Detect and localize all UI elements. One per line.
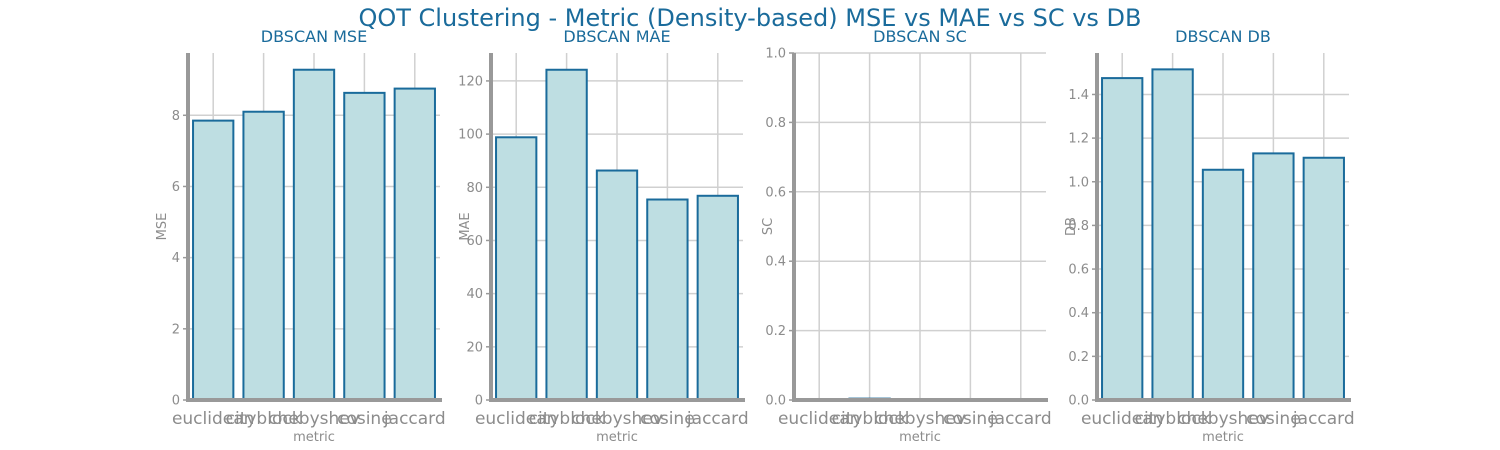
chart-title: DBSCAN MAE [563,27,670,46]
x-tick-label: cosine [943,409,998,429]
x-tick-label: cosine [640,409,695,429]
y-axis-label: SC [761,218,776,235]
figure-title: QOT Clustering - Metric (Density-based) … [358,4,1142,32]
x-tick-label: euclidean [1081,409,1163,429]
x-tick-label: cityblock [1135,409,1211,429]
y-tick-label: 8 [172,109,180,124]
chart-panel-4: 0.0 0.2 0.4 0.6 0.8 1.0 1.2 1.4 euclideancityblo… [1064,27,1355,445]
chart-title: DBSCAN SC [873,27,967,46]
x-axis-label: metric [596,430,638,445]
bar-jaccard [393,87,436,401]
y-tick-label: 1.4 [1068,88,1089,103]
y-tick-label: 6 [172,180,180,195]
y-tick-label: 80 [466,181,483,196]
y-tick-label: 0.4 [765,255,786,270]
bar-chebyshev [292,68,336,402]
x-tick-label: chebyshev [874,409,966,429]
bar-jaccard [696,194,739,401]
x-axis-label: metric [899,430,941,445]
x-tick-label: cityblock [529,409,605,429]
y-tick-label: 1.0 [1068,175,1089,190]
bar-euclidean [192,119,235,401]
y-tick-label: 40 [466,287,483,302]
y-tick-label: 0.0 [765,394,786,409]
y-tick-label: 0.0 [1068,394,1089,409]
x-tick-label: euclidean [172,409,254,429]
x-axis-label: metric [1202,430,1244,445]
y-tick-label: 0.4 [1068,306,1089,321]
bar-chebyshev [595,169,639,401]
y-axis-label: MAE [458,212,473,240]
x-tick-label: chebyshev [571,409,663,429]
x-tick-label: jaccard [383,409,446,429]
chart-title: DBSCAN DB [1175,27,1271,46]
y-tick-label: 0.8 [765,116,786,131]
x-tick-label: cityblock [832,409,908,429]
y-tick-label: 0 [475,394,483,409]
y-axis-label: DB [1064,217,1079,236]
chart-panel-2: 0 20 40 60 80 100 120 euclideancityblockchebysh… [458,27,749,445]
chart-panel-1: 0 2 4 6 8 euclideancityblockchebyshevcosineja… [155,27,446,445]
x-tick-label: jaccard [989,409,1052,429]
x-tick-label: cosine [337,409,392,429]
x-tick-label: euclidean [778,409,860,429]
x-tick-label: jaccard [686,409,749,429]
x-tick-label: cityblock [226,409,302,429]
bar-chebyshev [1201,168,1245,401]
bar-cityblock [242,110,285,401]
y-tick-label: 1.0 [765,47,786,62]
y-tick-label: 20 [466,340,483,355]
y-tick-label: 60 [466,234,483,249]
x-tick-label: euclidean [475,409,557,429]
y-tick-label: 100 [458,128,483,143]
bar-cosine [1252,152,1295,401]
y-axis-label: MSE [155,213,170,241]
x-tick-label: cosine [1246,409,1301,429]
bar-cosine [343,91,386,402]
y-tick-label: 1.2 [1068,132,1089,147]
y-tick-label: 0.6 [1068,263,1089,278]
bar-cityblock [545,68,588,402]
y-tick-label: 0 [172,394,180,409]
x-axis-label: metric [293,430,335,445]
y-tick-label: 0.6 [765,185,786,200]
y-tick-label: 0.2 [1068,350,1089,365]
bar-euclidean [495,136,538,401]
bar-cosine [646,198,689,401]
x-tick-label: jaccard [1292,409,1355,429]
bar-jaccard [1302,156,1345,401]
x-tick-label: chebyshev [1177,409,1269,429]
bar-euclidean [1101,77,1144,402]
bar-cityblock [1151,68,1194,402]
chart-title: DBSCAN MSE [261,27,367,46]
y-tick-label: 0.2 [765,324,786,339]
x-tick-label: chebyshev [268,409,360,429]
y-tick-label: 0.8 [1068,219,1089,234]
y-tick-label: 4 [172,251,180,266]
chart-panel-3: 0.0 0.2 0.4 0.6 0.8 1.0 euclideancityblockcheb… [761,27,1052,445]
y-tick-label: 120 [458,74,483,89]
y-tick-label: 2 [172,322,180,337]
